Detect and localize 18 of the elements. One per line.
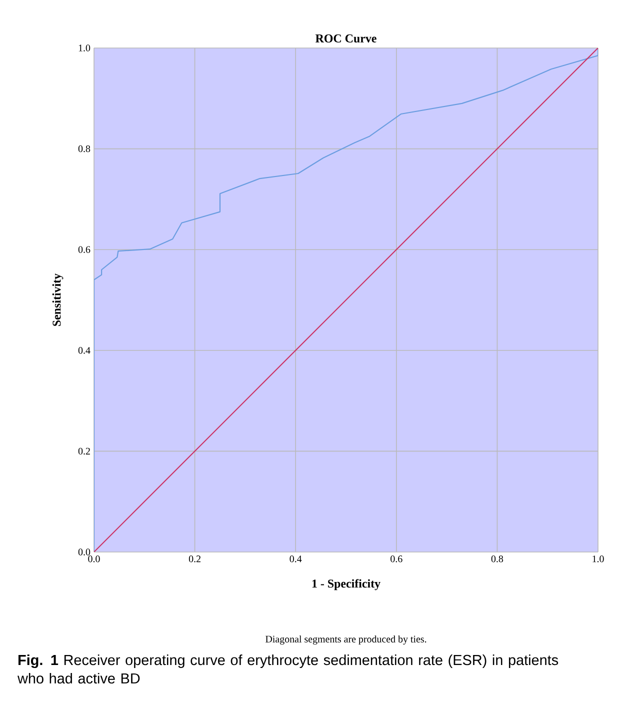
x-tick-label: 0.8 <box>491 556 504 562</box>
x-tick-label: 1.0 <box>592 556 604 562</box>
x-tick-label: 0.4 <box>290 556 302 562</box>
y-tick-label: 0.4 <box>78 347 90 354</box>
line-series <box>94 48 598 552</box>
y-tick-label: 0.6 <box>78 246 90 253</box>
chart-title: ROC Curve <box>315 34 376 42</box>
x-tick-label: 0.2 <box>188 556 200 562</box>
y-tick-label: 0.2 <box>78 448 90 455</box>
y-tick-label: 0.8 <box>78 145 90 152</box>
y-axis-title: Sensitivity <box>52 274 64 326</box>
x-tick-label: 0.6 <box>390 556 402 562</box>
text: Diagonal segments are produced by ties. <box>266 635 426 645</box>
y-tick-label: 1.0 <box>78 44 90 52</box>
text: Fig. 1 Receiver operating curve of erythrocyte sedimentation rate (ESR) in patients who had active BD <box>18 654 558 684</box>
x-tick-label: 0.0 <box>88 556 100 562</box>
x-axis-title: 1 - Specificity <box>312 579 380 590</box>
y-tick-label: 0.0 <box>78 548 90 556</box>
